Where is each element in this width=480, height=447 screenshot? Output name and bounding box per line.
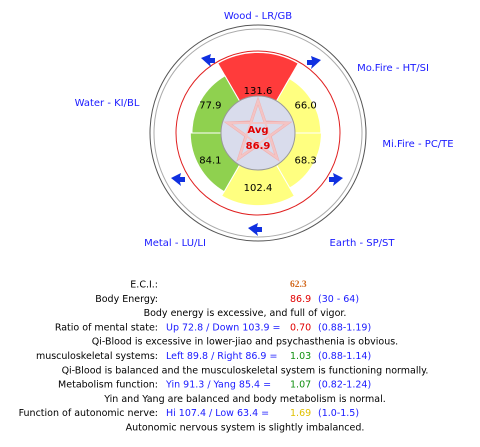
report-range: (1.0-1.5) bbox=[318, 408, 359, 419]
arrow bbox=[307, 56, 321, 69]
category-label: Mo.Fire - HT/SI bbox=[357, 63, 429, 74]
report-range: (30 - 64) bbox=[318, 294, 359, 305]
arrows bbox=[171, 54, 343, 236]
category-label: Metal - LU/LI bbox=[144, 238, 206, 249]
report-label: musculoskeletal systems: bbox=[36, 351, 158, 362]
value-label: 84.1 bbox=[199, 156, 221, 167]
star-lines bbox=[224, 97, 292, 161]
report-detail: Up 72.8 / Down 103.9 = bbox=[166, 322, 281, 333]
sector bbox=[217, 51, 299, 135]
report-range: (0.88-1.14) bbox=[318, 351, 371, 362]
category-label: Mi.Fire - PC/TE bbox=[382, 139, 453, 150]
report-value: 62.3 bbox=[290, 280, 307, 290]
arrow bbox=[329, 173, 343, 186]
arrow bbox=[201, 54, 215, 67]
report-label: Metabolism function: bbox=[58, 380, 158, 391]
category-label: Earth - SP/ST bbox=[330, 238, 396, 249]
report-note: Body energy is excessive, and full of vi… bbox=[144, 308, 347, 319]
arrow bbox=[248, 223, 262, 236]
reference-circle bbox=[175, 50, 341, 216]
value-label: 77.9 bbox=[199, 101, 221, 112]
report-note: Qi-Blood is excessive in lower-jiao and … bbox=[92, 337, 398, 348]
report-value: 1.07 bbox=[290, 380, 311, 391]
value-label: 102.4 bbox=[244, 183, 273, 194]
value-label: 66.0 bbox=[294, 101, 316, 112]
value-label: 131.6 bbox=[244, 86, 273, 97]
report-value: 0.70 bbox=[290, 322, 311, 333]
report-range: (0.88-1.19) bbox=[318, 322, 371, 333]
report-range: (0.82-1.24) bbox=[318, 380, 371, 391]
center-value: 86.9 bbox=[246, 141, 271, 152]
report-label: Ratio of mental state: bbox=[55, 322, 158, 333]
report-label: Body Energy: bbox=[95, 294, 158, 305]
category-label: Water - KI/BL bbox=[75, 98, 140, 109]
center-label: Avg bbox=[247, 125, 268, 136]
outer-ring-inner bbox=[153, 28, 363, 238]
value-label: 68.3 bbox=[294, 156, 316, 167]
category-label: Wood - LR/GB bbox=[224, 11, 292, 22]
report-value: 1.69 bbox=[290, 408, 311, 419]
report-detail: Yin 91.3 / Yang 85.4 = bbox=[165, 380, 271, 391]
report-note: Autonomic nervous system is slightly imb… bbox=[126, 423, 365, 434]
report-detail: Hi 107.4 / Low 63.4 = bbox=[166, 408, 269, 419]
report-note: Qi-Blood is balanced and the musculoskel… bbox=[62, 365, 429, 376]
report-note: Yin and Yang are balanced and body metab… bbox=[103, 394, 386, 405]
report-label: E.C.I.: bbox=[130, 280, 158, 291]
report: E.C.I.: 62.3 Body Energy: 86.9 (30 - 64) Body… bbox=[19, 280, 429, 434]
report-value: 86.9 bbox=[290, 294, 311, 305]
report-label: Function of autonomic nerve: bbox=[19, 408, 158, 419]
report-value: 1.03 bbox=[290, 351, 311, 362]
arrow bbox=[171, 173, 185, 186]
report-detail: Left 89.8 / Right 86.9 = bbox=[166, 351, 277, 362]
